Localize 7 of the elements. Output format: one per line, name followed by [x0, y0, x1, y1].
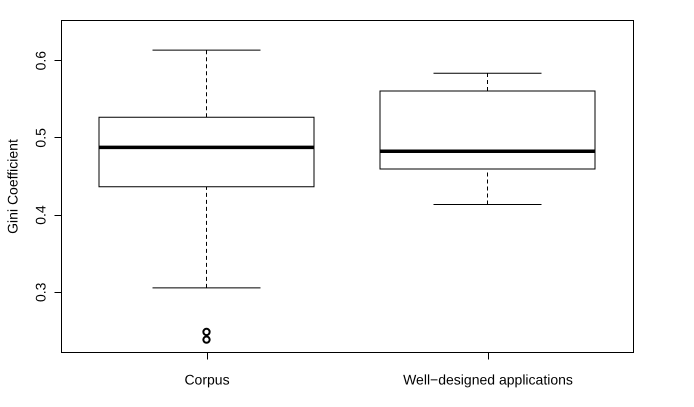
y-axis-title: Gini Coefficient	[4, 139, 20, 234]
x-tick-label: Well−designed applications	[403, 372, 573, 388]
x-tick-label: Corpus	[184, 372, 230, 388]
y-tick-label: 0.3	[32, 282, 48, 302]
y-tick-label: 0.6	[32, 50, 48, 70]
y-tick-label: 0.5	[32, 128, 48, 148]
y-tick-label: 0.4	[32, 205, 48, 225]
